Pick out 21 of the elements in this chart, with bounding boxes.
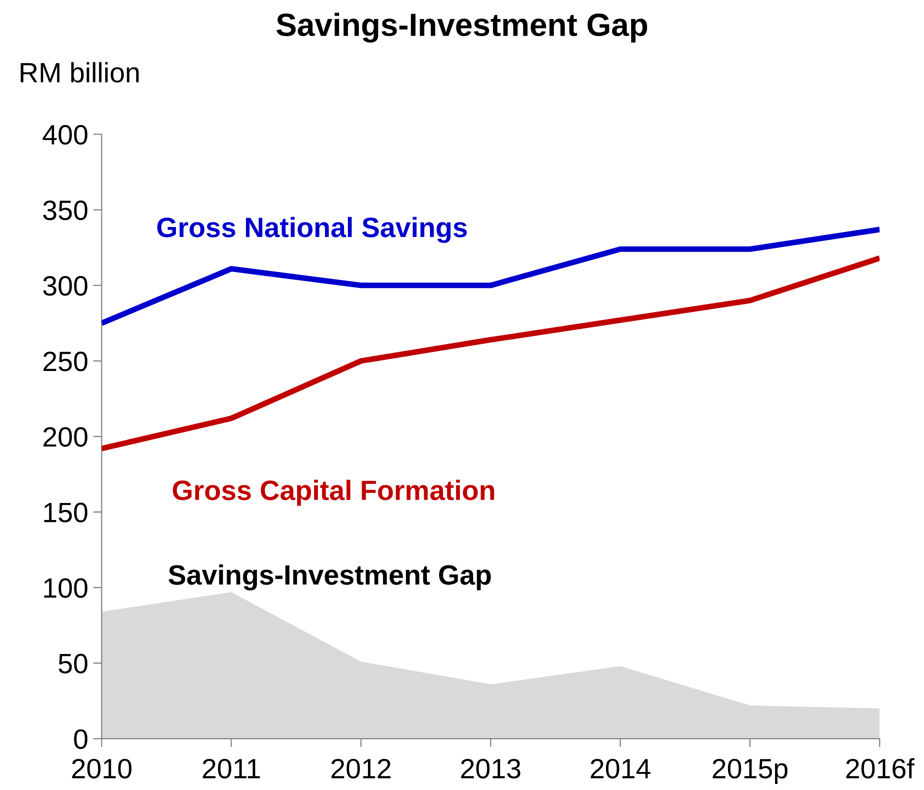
y-tick-label: 250 <box>44 352 88 372</box>
x-tick-label: 2016f <box>846 758 914 778</box>
x-tick-label: 2013 <box>461 758 520 778</box>
series-label: Savings-Investment Gap <box>168 564 491 590</box>
y-tick-label: 150 <box>44 502 88 522</box>
x-tick-label: 2015p <box>712 758 788 784</box>
y-tick-label: 300 <box>43 276 88 296</box>
x-tick-label: 2014 <box>590 758 650 778</box>
series-label: Gross National Savings <box>157 216 467 243</box>
y-tick-label: 100 <box>44 578 88 598</box>
y-axis-title: RM billion <box>20 62 139 83</box>
x-tick-label: 2011 <box>202 758 260 778</box>
y-tick-label: 50 <box>58 654 88 674</box>
chart-title: Savings-Investment Gap <box>276 12 648 43</box>
x-tick-label: 2010 <box>72 758 132 778</box>
y-tick-label: 400 <box>42 124 88 145</box>
y-tick-label: 350 <box>43 200 88 220</box>
y-tick-label: 0 <box>74 729 88 749</box>
x-tick-label: 2012 <box>331 758 390 778</box>
y-tick-label: 200 <box>44 427 88 447</box>
series-label: Gross Capital Formation <box>172 480 494 506</box>
